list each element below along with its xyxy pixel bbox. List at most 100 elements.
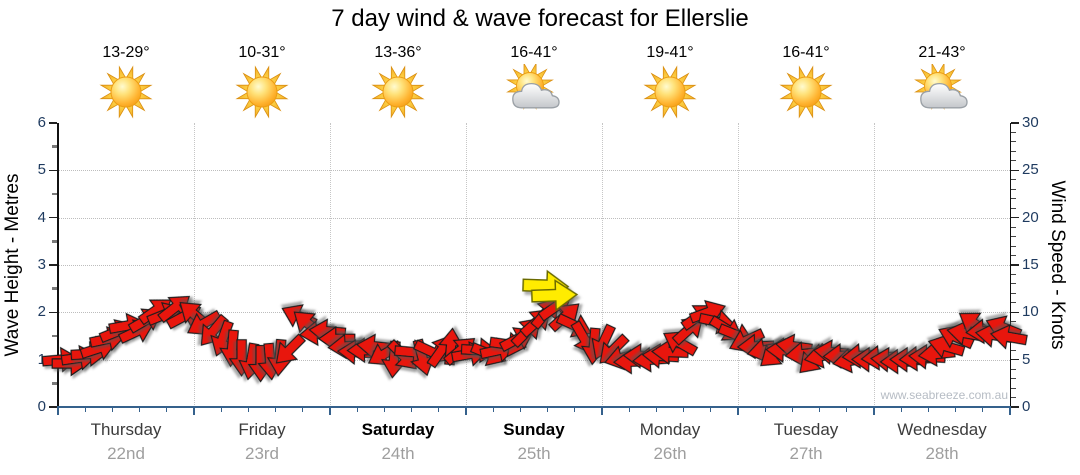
bottom-minor-tick [710, 407, 712, 412]
right-minor-tick [1011, 141, 1016, 143]
right-tick-label: 5 [1022, 350, 1031, 368]
right-minor-tick [1011, 150, 1016, 152]
bottom-minor-tick [955, 407, 957, 412]
bottom-major-tick [193, 407, 195, 415]
sun-cloud-icon [505, 62, 563, 120]
right-axis-line [1009, 123, 1011, 407]
day-name-label: Monday [639, 420, 701, 439]
bottom-minor-tick [111, 407, 113, 412]
left-minor-tick [52, 192, 57, 196]
right-tick [1011, 169, 1019, 172]
bottom-minor-tick [927, 407, 929, 412]
day-name-label: Saturday [361, 420, 435, 439]
right-minor-tick [1011, 179, 1016, 181]
right-minor-tick [1011, 273, 1016, 275]
sun-icon [777, 64, 835, 120]
right-tick [1011, 406, 1019, 408]
day-date-label: 24th [381, 444, 415, 463]
left-tick [49, 406, 57, 408]
day-temp: 19-41° [646, 44, 694, 61]
day-date-label: 23rd [244, 444, 280, 463]
bottom-minor-tick [247, 407, 249, 412]
day-date-label: 22nd [107, 444, 145, 463]
bottom-minor-tick [764, 407, 766, 412]
v-gridline [466, 123, 467, 407]
left-tick-label: 1 [37, 350, 46, 368]
bottom-minor-tick [819, 407, 821, 412]
right-minor-tick [1011, 131, 1016, 133]
h-gridline [58, 359, 1010, 361]
day-date-label: 28th [925, 444, 959, 463]
day-date-label: 26th [653, 444, 687, 463]
bottom-axis-line [57, 406, 1011, 408]
left-tick [49, 311, 57, 314]
day-temp: 10-31° [238, 44, 286, 61]
left-tick [49, 216, 57, 219]
right-minor-tick [1011, 198, 1016, 200]
bottom-minor-tick [655, 407, 657, 412]
left-tick-label: 2 [37, 303, 46, 321]
sun-icon [233, 64, 291, 120]
bottom-minor-tick [982, 407, 984, 412]
bottom-minor-tick [519, 407, 521, 412]
bottom-major-tick [329, 407, 331, 415]
left-axis-line [57, 123, 59, 407]
day-name-label: Friday [238, 420, 286, 439]
day-temp: 13-36° [374, 44, 422, 61]
bottom-minor-tick [139, 407, 141, 412]
bottom-major-tick [1009, 407, 1011, 415]
bottom-minor-tick [628, 407, 630, 412]
bottom-minor-tick [900, 407, 902, 412]
bottom-minor-tick [302, 407, 304, 412]
right-minor-tick [1011, 378, 1016, 380]
wind-arrow [989, 324, 1028, 350]
right-tick-label: 0 [1022, 398, 1031, 415]
day-date-label: 27th [789, 444, 823, 463]
left-minor-tick [52, 382, 57, 385]
right-tick-label: 20 [1022, 208, 1039, 226]
day-name-label: Wednesday [897, 420, 987, 439]
day-temp: 13-29° [102, 44, 150, 61]
right-minor-tick [1011, 255, 1016, 257]
right-tick-label: 10 [1022, 303, 1039, 321]
day-temp: 16-41° [782, 44, 830, 61]
left-tick-label: 0 [37, 398, 46, 415]
right-minor-tick [1011, 397, 1016, 399]
sun-icon [641, 64, 699, 120]
bottom-minor-tick [275, 407, 277, 412]
right-minor-tick [1011, 160, 1016, 162]
bottom-minor-tick [547, 407, 549, 412]
v-gridline [602, 123, 603, 407]
day-temp: 21-43° [918, 44, 966, 61]
bottom-major-tick [873, 407, 875, 415]
right-minor-tick [1011, 188, 1016, 190]
v-gridline [874, 123, 875, 407]
left-minor-tick [52, 145, 57, 148]
h-gridline [58, 265, 1010, 266]
bottom-major-tick [601, 407, 603, 415]
bottom-minor-tick [166, 407, 168, 412]
right-tick [1011, 358, 1019, 361]
strong-wind-arrow [530, 279, 579, 312]
right-minor-tick [1011, 321, 1016, 323]
v-gridline [194, 123, 195, 407]
left-tick-label: 6 [37, 114, 46, 131]
bottom-minor-tick [411, 407, 413, 412]
wind-arrow [927, 333, 966, 359]
bottom-major-tick [737, 407, 739, 415]
right-minor-tick [1011, 226, 1016, 228]
right-minor-tick [1011, 207, 1016, 209]
watermark: www.seabreeze.com.au [880, 388, 1008, 402]
right-minor-tick [1011, 245, 1016, 247]
sun-icon [97, 64, 155, 120]
day-name-label: Tuesday [773, 420, 839, 439]
bottom-major-tick [465, 407, 467, 415]
right-minor-tick [1011, 368, 1016, 370]
right-tick [1011, 311, 1019, 314]
left-tick-label: 4 [37, 208, 46, 226]
right-tick-label: 25 [1022, 161, 1039, 179]
bottom-major-tick [57, 407, 59, 415]
right-minor-tick [1011, 236, 1016, 238]
